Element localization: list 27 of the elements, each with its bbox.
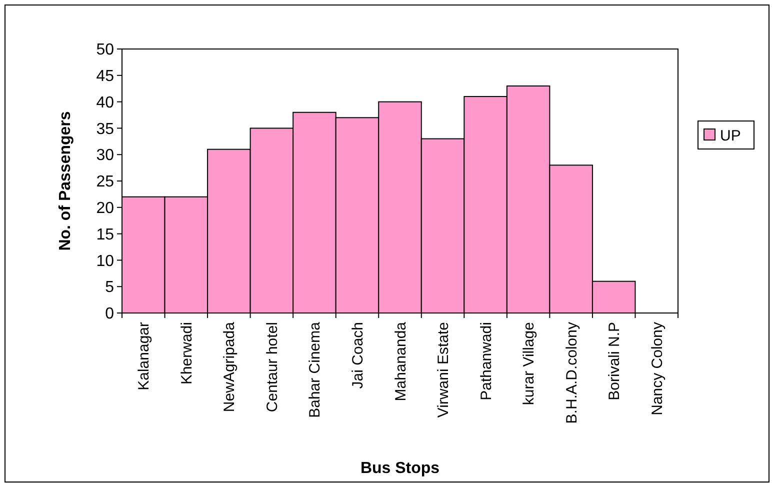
legend-label: UP xyxy=(720,127,741,144)
x-tick-label: Nancy Colony xyxy=(648,322,666,416)
y-tick-label: 35 xyxy=(96,120,114,138)
x-tick-label: NewAgripada xyxy=(221,321,238,412)
x-tick-label: Virwani Estate xyxy=(435,322,452,418)
y-axis-title: No. of Passengers xyxy=(57,111,74,251)
x-axis-title: Bus Stops xyxy=(360,460,440,477)
x-tick-label: kurar Village xyxy=(520,322,538,406)
x-tick-label: B.H.A.D.colony xyxy=(563,322,580,424)
x-tick-label: Jai Coach xyxy=(349,322,366,389)
y-tick-label: 0 xyxy=(105,306,114,323)
x-tick-label: Kherwadi xyxy=(178,322,196,385)
x-tick-label: Borivali N.P xyxy=(606,322,624,400)
y-tick-label: 50 xyxy=(96,42,114,59)
y-tick-label: 10 xyxy=(96,252,114,270)
x-tick-label: Pathanwadi xyxy=(478,322,495,400)
y-tick-label: 20 xyxy=(96,200,114,217)
y-tick-label: 45 xyxy=(96,68,114,85)
x-tick-label: Kalanagar xyxy=(136,322,153,390)
y-tick-label: 30 xyxy=(96,147,114,164)
y-tick-label: 5 xyxy=(105,279,114,296)
y-tick-label: 40 xyxy=(96,94,114,112)
x-tick-label: Centaur hotel xyxy=(264,322,281,412)
x-tick-label: Mahananda xyxy=(392,321,410,402)
y-tick-label: 25 xyxy=(96,174,114,191)
x-tick-label: Bahar Cinema xyxy=(306,321,324,418)
y-tick-label: 15 xyxy=(96,226,114,244)
